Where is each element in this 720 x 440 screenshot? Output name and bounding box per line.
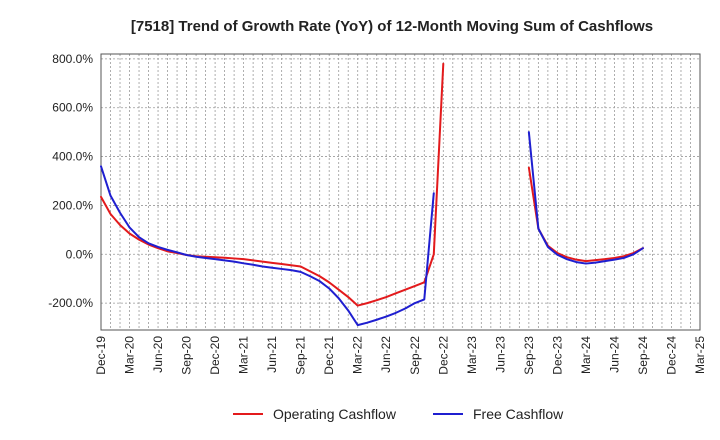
plot-frame xyxy=(100,53,701,331)
y-tick-label: 800.0% xyxy=(52,52,93,66)
x-tick-label: Dec-24 xyxy=(664,336,678,375)
x-tick-label: Sep-24 xyxy=(636,336,650,375)
legend: Operating Cashflow Free Cashflow xyxy=(233,406,564,422)
x-tick-label: Sep-22 xyxy=(408,336,422,375)
x-tick-label: Sep-23 xyxy=(522,336,536,375)
y-tick-label: 600.0% xyxy=(52,101,93,115)
series-line xyxy=(527,131,644,265)
chart-title: [7518] Trend of Growth Rate (YoY) of 12-… xyxy=(131,18,653,35)
x-tick-label: Jun-24 xyxy=(607,336,621,373)
legend-item: Operating Cashflow xyxy=(233,406,397,422)
y-tick-label: 400.0% xyxy=(52,150,93,164)
x-tick-label: Mar-23 xyxy=(465,336,479,374)
series-line xyxy=(100,165,435,327)
y-tick-label: 0.0% xyxy=(66,247,94,261)
x-tick-label: Jun-23 xyxy=(493,336,507,373)
y-tick-label: 200.0% xyxy=(52,198,93,212)
x-tick-label: Dec-23 xyxy=(550,336,564,375)
x-tick-label: Jun-20 xyxy=(151,336,165,373)
x-tick-label: Mar-22 xyxy=(351,336,365,374)
x-tick-label: Dec-21 xyxy=(322,336,336,375)
legend-item: Free Cashflow xyxy=(433,406,564,422)
x-tick-label: Jun-22 xyxy=(379,336,393,373)
series-layer xyxy=(100,62,644,327)
x-tick-label: Dec-22 xyxy=(436,336,450,375)
x-tick-label: Jun-21 xyxy=(265,336,279,373)
grid-layer xyxy=(100,54,701,330)
x-tick-label: Sep-21 xyxy=(294,336,308,375)
x-tick-label: Dec-19 xyxy=(94,336,108,375)
x-tick-label: Dec-20 xyxy=(208,336,222,375)
series-line xyxy=(100,62,445,307)
axis-layer: 800.0% 600.0% 400.0% 200.0% 0.0% -200.0% Dec-1… xyxy=(48,52,707,375)
legend-label: Free Cashflow xyxy=(473,406,564,422)
x-tick-label: Mar-25 xyxy=(693,336,707,374)
y-tick-label: -200.0% xyxy=(48,296,93,310)
x-tick-label: Mar-21 xyxy=(237,336,251,374)
legend-label: Operating Cashflow xyxy=(273,406,397,422)
x-tick-label: Sep-20 xyxy=(180,336,194,375)
x-tick-label: Mar-20 xyxy=(123,336,137,374)
x-tick-label: Mar-24 xyxy=(579,336,593,374)
